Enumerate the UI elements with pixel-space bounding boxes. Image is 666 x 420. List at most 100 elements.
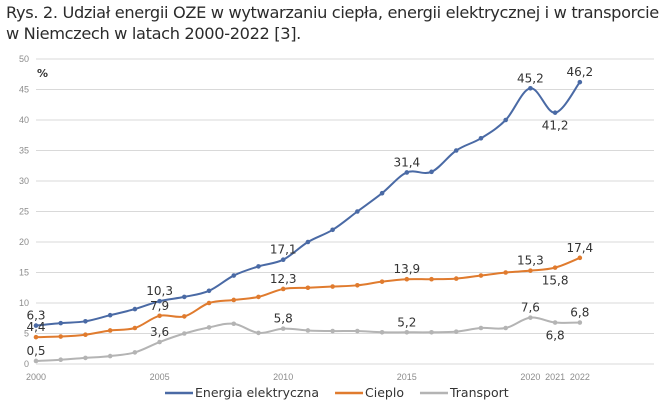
data-point [404,276,410,282]
data-label: 41,2 [542,119,569,133]
legend: Energia elektryczna Cieplo Transport [165,385,509,400]
data-point [206,300,212,306]
data-point [404,170,410,175]
x-tick-label: 2015 [397,372,417,382]
data-point [305,328,311,333]
y-axis-ticks: 0 5 10 15 20 25 30 35 40 45 50 [19,54,29,369]
data-point [577,79,583,85]
data-point [453,148,459,153]
data-point [58,357,64,363]
data-label: 7,6 [521,301,540,315]
data-point [330,328,335,334]
data-point [429,276,434,282]
series-energia-elektryczna [33,79,583,328]
data-point [58,320,64,326]
data-point [280,326,286,331]
data-point [83,355,88,361]
data-point [355,328,360,334]
data-point [453,329,459,334]
series [33,79,583,364]
data-point [453,276,459,281]
y-tick-label: 35 [19,146,29,156]
data-point [478,136,484,141]
data-point [182,294,187,300]
data-point [305,239,311,245]
legend-item-energia-elektryczna: Energia elektryczna [165,385,319,400]
series-cieplo [33,255,583,340]
legend-item-cieplo: Cieplo [335,385,404,400]
data-point [206,288,212,294]
data-point [355,283,360,288]
data-labels: 0,5 3,6 5,8 5,2 7,6 6,8 6,8 4,4 7,9 12,3 13,9 15,3 1… [26,65,593,358]
x-tick-label: 2010 [273,372,293,382]
data-point [528,85,533,91]
data-point [256,330,261,336]
data-label: 31,4 [393,155,420,169]
data-label: 46,2 [566,65,593,79]
data-point [429,329,434,335]
data-point [577,255,583,261]
y-tick-label: 10 [19,298,29,308]
y-tick-label: 25 [19,207,29,217]
data-point [379,279,385,284]
data-point [107,353,113,359]
data-point [552,110,558,115]
data-point [231,273,237,278]
data-point [157,298,162,304]
series-line [35,256,581,339]
data-label: 5,8 [274,312,293,326]
data-point [33,358,39,364]
data-point [552,265,558,270]
data-point [231,297,237,303]
data-point [503,117,508,123]
legend-item-transport: Transport [419,385,509,400]
legend-label: Transport [449,385,509,400]
data-point [280,286,286,292]
y-axis-unit-label: % [37,67,48,80]
data-label: 5,2 [397,315,416,329]
data-label: 45,2 [517,71,544,85]
data-label: 3,6 [150,325,169,339]
data-point [132,306,138,312]
data-label: 13,9 [393,262,420,276]
data-label: 17,4 [566,241,593,255]
data-point [256,264,261,269]
data-point [256,294,261,300]
data-point [305,285,311,291]
y-tick-label: 5 [24,329,29,339]
y-tick-label: 45 [19,85,29,95]
data-point [355,209,360,214]
data-point [83,319,88,324]
data-label: 6,8 [570,306,589,320]
data-label: 17,1 [270,243,297,257]
y-tick-label: 0 [24,359,29,369]
data-point [33,334,39,340]
x-axis-ticks: 2000 2005 2010 2015 2020 2021 2022 [26,372,590,382]
data-label: 4,4 [26,320,45,334]
data-point [206,325,212,330]
data-point [182,314,187,319]
data-point [83,332,88,338]
data-point [552,320,558,325]
data-label: 15,8 [542,274,569,288]
data-point [528,268,533,273]
y-tick-label: 15 [19,268,29,278]
data-point [503,325,508,331]
data-point [157,313,162,319]
data-point [280,257,286,262]
data-label: 7,9 [150,299,169,313]
data-point [404,329,410,335]
y-tick-label: 40 [19,115,29,125]
figure-caption: Rys. 2. Udział energii OZE w wytwarzaniu… [6,3,659,43]
data-point [379,190,385,196]
data-label: 15,3 [517,254,544,268]
data-label: 6,3 [26,309,45,323]
data-point [182,331,187,336]
data-point [107,328,113,333]
x-tick-label: 2021 [545,372,565,382]
data-point [33,323,39,328]
x-tick-label: 2000 [26,372,46,382]
data-label: 12,3 [270,272,297,286]
data-point [528,315,533,320]
